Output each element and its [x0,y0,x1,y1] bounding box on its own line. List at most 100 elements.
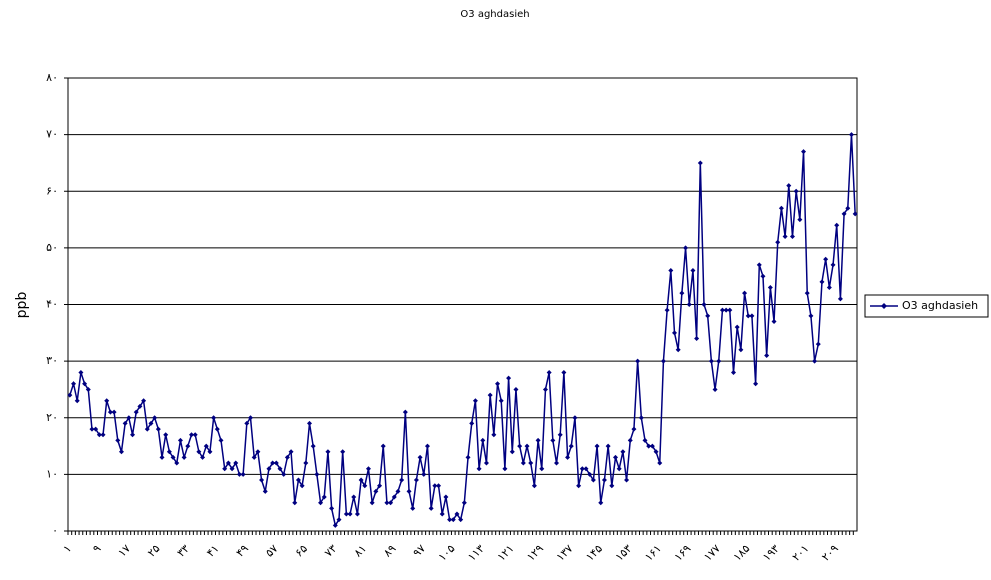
data-point [598,500,604,506]
x-tick-label: ۱۷۷ [701,542,723,564]
data-point [476,466,482,472]
x-tick-label: ۱۱۳ [465,542,487,564]
data-point [122,420,128,426]
data-point [738,347,744,353]
x-tick-label: ۱۲۱ [495,542,517,564]
data-point [388,500,394,506]
data-point [310,443,316,449]
data-point [314,471,320,477]
data-point [233,460,239,466]
x-tick-label: ۳۳ [175,542,193,560]
data-point [469,420,475,426]
data-point [465,454,471,460]
data-point [214,426,220,432]
data-point [723,307,729,313]
data-point [535,437,541,443]
data-point [284,454,290,460]
data-point [605,443,611,449]
data-point [565,454,571,460]
data-point [753,381,759,387]
data-point [734,324,740,330]
data-point [808,313,814,319]
y-tick-label: ۱۰ [46,467,58,480]
data-point [428,505,434,511]
data-point [365,466,371,472]
data-point [211,415,217,421]
data-point [613,454,619,460]
data-point [410,505,416,511]
data-point [354,511,360,517]
data-point [542,386,548,392]
data-point [343,511,349,517]
data-point [845,205,851,211]
data-point [373,488,379,494]
data-point [185,443,191,449]
data-point [690,268,696,274]
data-point [520,460,526,466]
data-point [472,398,478,404]
data-point [299,483,305,489]
data-point [336,517,342,523]
data-point [524,443,530,449]
x-tick-label: ۵۷ [263,542,281,560]
data-point [487,392,493,398]
data-point [118,449,124,455]
data-point [384,500,390,506]
y-axis-label: ppb [14,292,30,319]
data-point [130,432,136,438]
data-point [395,488,401,494]
data-point [756,262,762,268]
data-point [236,471,242,477]
chart-title: O3 aghdasieh [460,9,529,20]
y-tick-label: ۵۰ [46,241,58,254]
data-point [635,358,641,364]
data-point [115,437,121,443]
data-point [144,426,150,432]
data-point [255,449,261,455]
data-point [705,313,711,319]
data-point [609,483,615,489]
data-point [329,505,335,511]
data-point [764,352,770,358]
data-point [583,466,589,472]
data-point [528,460,534,466]
data-point [834,222,840,228]
data-point [649,443,655,449]
data-point [137,403,143,409]
data-point [730,369,736,375]
data-point [181,454,187,460]
x-tick-label: ۲۰۹ [819,542,841,564]
legend-label: O3 aghdasieh [902,299,978,312]
data-point [848,132,854,138]
series-line [69,134,856,528]
data-point [325,449,331,455]
data-point [686,302,692,307]
y-tick-label: ۰ [52,524,58,537]
y-tick-label: ۴۰ [46,298,58,311]
data-point [318,500,324,506]
data-point [148,420,154,426]
data-point [229,466,235,472]
data-point [71,381,77,387]
data-point [96,432,102,438]
data-point [804,290,810,296]
data-point [170,454,176,460]
data-point [447,517,453,523]
data-point [107,409,113,415]
data-point [100,432,106,438]
data-point [133,409,139,415]
data-point [778,205,784,211]
data-point [458,517,464,523]
data-point [225,460,231,466]
data-point [288,449,294,455]
data-point [749,313,755,319]
data-point [782,234,788,240]
y-tick-label: ۳۰ [46,354,58,367]
data-point [281,471,287,477]
data-point [163,432,169,438]
x-tick-label: ۱۵۳ [613,542,635,564]
data-point [671,330,677,336]
data-point [513,386,519,392]
data-point [719,307,725,313]
